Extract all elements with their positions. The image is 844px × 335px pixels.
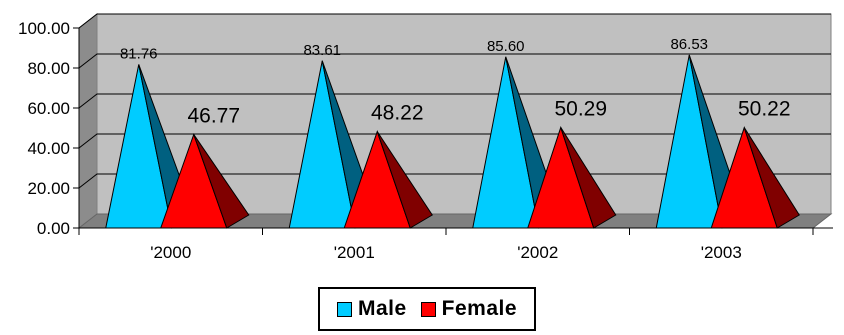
pyramid-side-face xyxy=(193,134,250,229)
y-tick-label: 100.00 xyxy=(18,19,70,38)
x-tick-label: '2000 xyxy=(150,243,191,262)
legend-label-female: Female xyxy=(441,297,518,320)
pyramid-female-2002 xyxy=(527,125,617,229)
side-wall xyxy=(78,12,98,230)
gridline xyxy=(78,13,831,29)
pyramid-female-2000 xyxy=(160,132,250,229)
data-label-male: 86.53 xyxy=(670,36,708,53)
pyramid-side-face xyxy=(560,127,617,229)
gridline xyxy=(78,93,831,109)
y-tick-label: 60.00 xyxy=(27,99,70,118)
pyramid-side-face xyxy=(376,131,433,229)
legend-item-female: Female xyxy=(420,297,518,321)
y-tick-label: 80.00 xyxy=(27,59,70,78)
pyramid-side-face xyxy=(743,127,800,229)
data-label-female: 46.77 xyxy=(187,104,240,127)
data-label-female: 50.29 xyxy=(554,97,607,120)
x-tick-label: '2003 xyxy=(701,243,742,262)
legend: Male Female xyxy=(318,287,536,331)
gridline xyxy=(78,133,831,149)
legend-label-male: Male xyxy=(357,297,407,320)
pyramid-female-2001 xyxy=(343,130,433,229)
data-label-male: 83.61 xyxy=(303,42,341,59)
x-tick-label: '2002 xyxy=(517,243,558,262)
legend-item-male: Male xyxy=(336,297,407,321)
x-tick-label: '2001 xyxy=(334,243,375,262)
data-label-male: 81.76 xyxy=(120,45,158,62)
data-label-female: 50.22 xyxy=(738,98,791,121)
gridline xyxy=(78,53,831,69)
y-tick-label: 0.00 xyxy=(37,219,70,238)
pyramid-female-2003 xyxy=(710,125,800,229)
data-label-male: 85.60 xyxy=(487,38,525,55)
data-label-female: 48.22 xyxy=(371,102,424,125)
legend-swatch-male xyxy=(336,301,352,317)
y-tick-label: 40.00 xyxy=(27,139,70,158)
legend-swatch-female xyxy=(420,301,436,317)
y-tick-label: 20.00 xyxy=(27,179,70,198)
